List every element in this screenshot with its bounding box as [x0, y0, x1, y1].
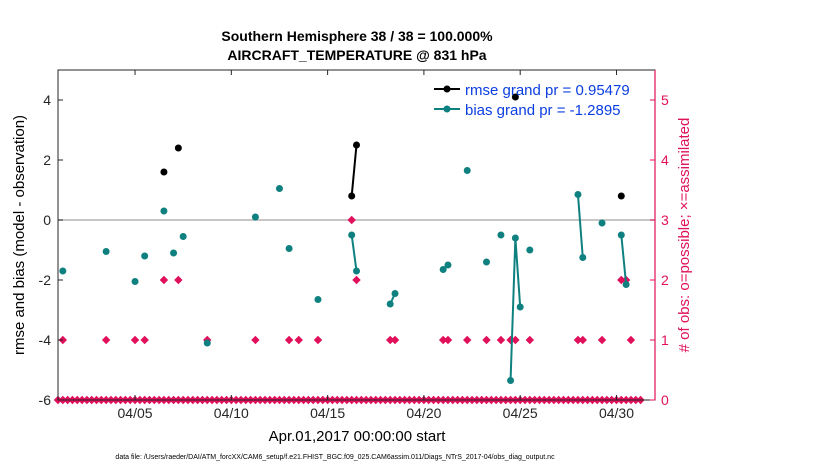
y-right-tick-label: 2 — [661, 272, 669, 288]
bias-point — [348, 231, 356, 239]
bias-point — [497, 231, 505, 239]
x-tick-label: 04/10 — [214, 405, 249, 421]
legend: rmse grand pr = 0.95479 bias grand pr = … — [434, 82, 630, 119]
obs-count-marker — [386, 335, 395, 345]
data-file-footnote: data file: /Users/raeder/DAI/ATM_forcXX/… — [115, 454, 555, 461]
bias-point — [507, 377, 515, 384]
obs-count-marker — [597, 335, 607, 345]
obs-count-marker — [294, 335, 303, 345]
y-tick-label: -6 — [39, 392, 52, 408]
obs-count-marker — [496, 335, 506, 345]
y-right-tick-label: 1 — [661, 332, 669, 348]
chart-subtitle: AIRCRAFT_TEMPERATURE @ 831 hPa — [227, 47, 486, 63]
bias-point — [160, 207, 168, 215]
obs-count-marker — [174, 275, 183, 285]
obs-count-marker — [506, 335, 515, 345]
obs-count-marker — [443, 335, 453, 345]
bias-point — [131, 278, 139, 285]
bias-line — [576, 194, 584, 258]
x-tick-label: 04/15 — [310, 405, 345, 421]
obs-count-marker — [347, 215, 356, 225]
y-right-tick-label: 4 — [661, 152, 669, 168]
bias-point — [275, 185, 283, 192]
rmse-point — [174, 144, 182, 152]
obs-count-marker — [159, 275, 169, 285]
obs-count-marker — [140, 335, 149, 345]
obs-count-marker — [313, 335, 323, 345]
y-right-tick-label: 0 — [661, 392, 669, 408]
bias-point — [203, 339, 211, 347]
y-tick-label: -4 — [39, 332, 52, 348]
bias-point — [444, 261, 452, 269]
obs-count-marker — [251, 335, 260, 345]
rmse-point — [353, 141, 360, 149]
legend-label-rmse: rmse grand pr = 0.95479 — [465, 82, 630, 99]
bias-point — [285, 245, 293, 252]
y-tick-label: 2 — [43, 152, 51, 168]
bias-point — [622, 281, 630, 288]
bias-point — [386, 300, 394, 308]
x-tick-label: 04/20 — [406, 405, 441, 421]
y-right-tick-label: 3 — [661, 212, 669, 228]
y-tick-label: 0 — [43, 212, 51, 228]
x-tick-label: 04/25 — [503, 405, 538, 421]
obs-count-marker — [352, 275, 361, 285]
obs-count-marker — [390, 335, 400, 345]
obs-count-marker — [101, 335, 111, 345]
bias-point — [439, 266, 447, 273]
bias-point — [463, 167, 471, 174]
y-axis-right-label: # of obs: o=possible; ×=assimilated — [676, 118, 693, 353]
rmse-point — [511, 93, 519, 101]
obs-count-marker — [438, 335, 448, 345]
bias-point — [617, 231, 625, 239]
bias-point — [598, 219, 606, 227]
bias-point — [251, 213, 259, 221]
obs-count-marker — [573, 335, 583, 345]
bias-point — [579, 254, 587, 261]
bias-point — [102, 248, 110, 255]
legend-entry-rmse: rmse grand pr = 0.95479 — [434, 82, 630, 99]
obs-count-marker — [626, 335, 636, 345]
obs-count-marker — [482, 335, 491, 345]
bias-point — [170, 249, 178, 257]
rmse-point — [160, 168, 168, 176]
bias-line — [350, 234, 358, 272]
bias-point — [574, 191, 582, 198]
rmse-point — [617, 192, 625, 200]
obs-count-marker — [463, 335, 472, 345]
obs-count-marker — [284, 335, 294, 345]
bias-point — [516, 303, 524, 311]
rmse-point — [348, 192, 356, 200]
bias-point — [353, 267, 360, 275]
y-tick-label: -2 — [39, 272, 52, 288]
bias-point — [511, 234, 519, 242]
obs-count-marker — [130, 335, 140, 345]
obs-count-marker — [617, 275, 626, 285]
rmse-line — [350, 144, 358, 197]
y-axis-label: rmse and bias (model - observation) — [11, 115, 28, 355]
y-tick-label: 4 — [43, 92, 51, 108]
obs-count-marker — [578, 335, 587, 345]
bias-point — [141, 252, 149, 260]
chart-title: Southern Hemisphere 38 / 38 = 100.000% — [221, 28, 493, 44]
legend-entry-bias: bias grand pr = -1.2895 — [434, 102, 621, 119]
bias-point — [391, 290, 399, 297]
bias-point — [179, 233, 187, 240]
x-tick-label: 04/05 — [118, 405, 153, 421]
obs-count-marker — [511, 335, 520, 345]
x-tick-label: 04/30 — [599, 405, 634, 421]
bias-point — [526, 246, 534, 254]
bias-point — [59, 267, 67, 275]
bias-point — [314, 296, 322, 303]
legend-label-bias: bias grand pr = -1.2895 — [465, 102, 621, 119]
x-axis-label: Apr.01,2017 00:00:00 start — [269, 428, 447, 445]
y-right-tick-label: 5 — [661, 92, 669, 108]
obs-count-marker — [525, 335, 535, 345]
bias-point — [482, 258, 490, 266]
bias-line — [620, 234, 628, 285]
plot-area-frame — [57, 69, 656, 401]
